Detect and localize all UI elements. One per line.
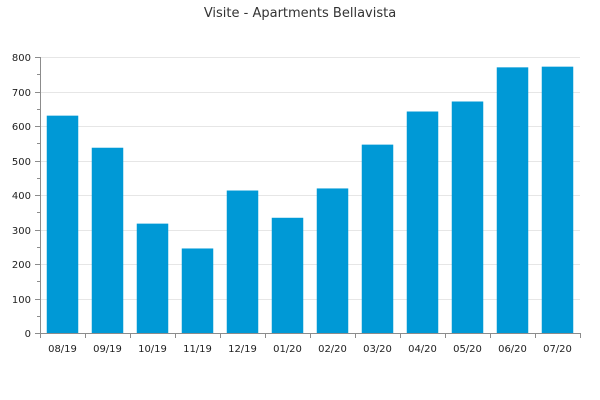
x-tick-label: 02/20 (318, 344, 347, 355)
y-tick-label: 700 (12, 88, 31, 99)
bar (361, 144, 394, 333)
bar (136, 223, 169, 333)
y-tick-label: 500 (12, 157, 31, 168)
x-tick-label: 04/20 (408, 344, 437, 355)
x-tick-label: 07/20 (543, 344, 572, 355)
x-tick-label: 12/19 (228, 344, 257, 355)
bars (46, 66, 574, 334)
bar (316, 188, 349, 333)
x-tick-label: 03/20 (363, 344, 392, 355)
x-tick-label: 10/19 (138, 344, 167, 355)
y-tick-label: 400 (12, 191, 31, 202)
bar (541, 66, 574, 333)
y-axis-ticks: 0 100 200 300 400 500 600 700 800 (12, 53, 40, 340)
y-tick-label: 600 (12, 122, 31, 133)
bar (226, 190, 259, 333)
x-tick-label: 08/19 (48, 344, 77, 355)
x-tick-label: 06/20 (498, 344, 527, 355)
x-tick-label: 09/19 (93, 344, 122, 355)
y-tick-label: 0 (25, 329, 31, 340)
x-tick-label: 01/20 (273, 344, 302, 355)
bar (406, 111, 439, 333)
x-tick-label: 11/19 (183, 344, 212, 355)
y-tick-label: 800 (12, 53, 31, 64)
y-tick-label: 200 (12, 260, 31, 271)
gridlines (40, 57, 580, 300)
x-tick-label: 05/20 (453, 344, 482, 355)
y-tick-label: 100 (12, 295, 31, 306)
y-tick-label: 300 (12, 226, 31, 237)
x-axis-ticks: 08/19 09/19 10/19 11/19 12/19 01/20 02/20 03/20… (40, 333, 581, 355)
bar (271, 217, 304, 333)
bar (451, 101, 484, 333)
bar (46, 115, 79, 334)
chart-title: Visite - Apartments Bellavista (204, 6, 396, 21)
bar (181, 248, 214, 333)
bar (496, 67, 529, 333)
bar (91, 147, 124, 333)
